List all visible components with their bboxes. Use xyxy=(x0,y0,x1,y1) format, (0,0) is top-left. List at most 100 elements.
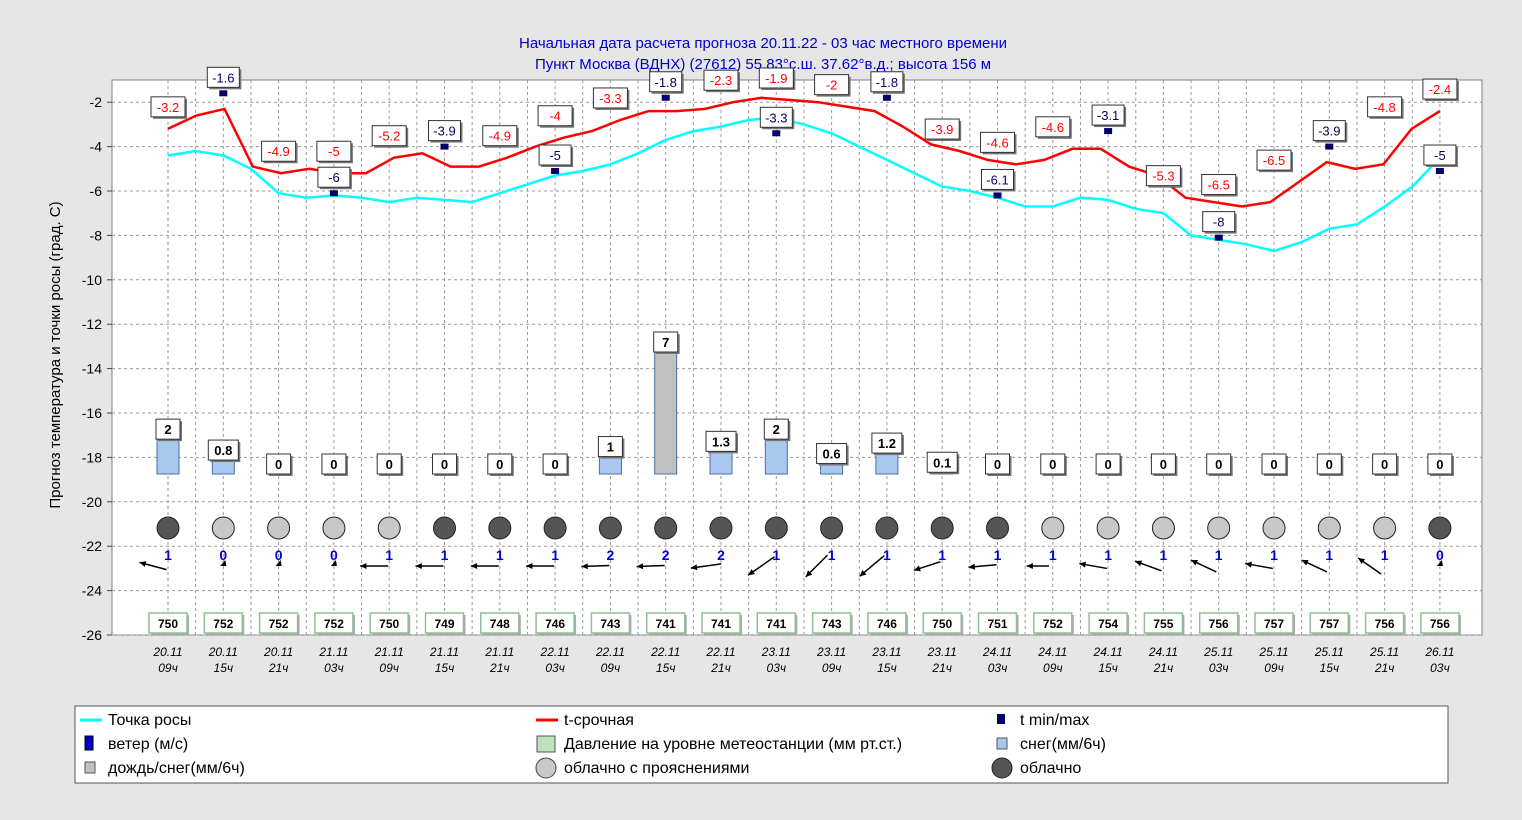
pressure-box xyxy=(1033,612,1073,634)
x-tick-label-hour: 09ч xyxy=(601,661,621,675)
precip-label: 0 xyxy=(1160,457,1167,472)
x-tick-label-date: 25.11 xyxy=(1258,645,1288,659)
t-label-box xyxy=(537,105,573,127)
legend-tminmax-marker xyxy=(997,714,1005,724)
wind-speed-label: 2 xyxy=(607,547,615,563)
t-minmax-label-box xyxy=(206,66,240,88)
chart-header: Начальная дата расчета прогноза 20.11.22… xyxy=(519,35,1007,73)
t-minmax-marker xyxy=(1435,168,1444,175)
precip-label: 0 xyxy=(994,457,1001,472)
x-tick-label-date: 23.11 xyxy=(927,645,957,659)
y-tick-label: -14 xyxy=(82,361,102,377)
precip-label-box xyxy=(376,453,402,475)
pressure-box xyxy=(756,612,797,634)
t-label-box xyxy=(924,118,960,140)
wind-arrow-head xyxy=(968,563,976,570)
precip-label-box xyxy=(1372,453,1398,475)
precip-label-box xyxy=(871,432,903,454)
precip-label-box xyxy=(926,451,958,473)
pressure-box xyxy=(1364,612,1405,634)
t-label-box xyxy=(592,87,628,109)
overcast-icon xyxy=(654,516,678,540)
precip-label: 0 xyxy=(1270,457,1277,472)
pressure-box xyxy=(590,612,631,634)
wind-arrow-head xyxy=(470,562,478,570)
wind-speed-label: 1 xyxy=(1104,547,1112,563)
t-label: -4.9 xyxy=(267,144,289,159)
precip-label-box xyxy=(487,453,513,475)
precip-label: 0 xyxy=(441,457,448,472)
precip-label: 0 xyxy=(330,457,337,472)
x-tick-label-hour: 03ч xyxy=(324,661,344,675)
overcast-icon xyxy=(156,516,180,540)
pressure-label: 748 xyxy=(490,617,510,631)
y-axis: -2 -4 -6 -8 -10 -12 -14 -16 -18 -20 -22 -24 -26 xyxy=(82,94,112,643)
x-tick-label-hour: 21ч xyxy=(710,661,731,675)
precip-label-box xyxy=(1316,453,1342,475)
t-label-box xyxy=(1256,149,1292,171)
precip-bar xyxy=(598,456,622,475)
overcast-icon xyxy=(820,516,844,540)
overcast-icon xyxy=(1428,516,1452,540)
wind-speed-label: 1 xyxy=(828,547,836,563)
precip-label-box xyxy=(1206,453,1232,475)
chart-title-line-2: Пункт Москва (ВДНХ) (27612) 55.83°с.ш. 3… xyxy=(535,56,991,73)
wind-arrow-head xyxy=(913,565,921,572)
x-tick-label-date: 23.11 xyxy=(816,645,846,659)
partly-cloudy-icon xyxy=(1151,516,1175,540)
t-minmax-marker xyxy=(551,168,560,175)
pressure-box xyxy=(148,612,188,634)
partly-cloudy-icon xyxy=(1262,516,1286,540)
wind-arrow-head xyxy=(1079,561,1087,568)
t-label: -5.2 xyxy=(378,129,400,144)
wind-speed-label: 0 xyxy=(330,547,338,563)
t-label: -4.8 xyxy=(1373,100,1395,115)
legend-box xyxy=(74,705,1449,784)
t-label-box xyxy=(980,131,1015,153)
x-tick-label-hour: 15ч xyxy=(1320,661,1340,675)
x-tick-label-date: 21.11 xyxy=(429,645,459,659)
precip-label: 1.3 xyxy=(712,434,730,449)
wind-arrow-head xyxy=(415,562,422,570)
precip-label: 1 xyxy=(607,440,614,455)
t-minmax-marker xyxy=(1325,143,1334,150)
wind-arrow-head xyxy=(1358,557,1366,565)
legend-snow-marker xyxy=(996,737,1008,750)
t-minmax-label-box xyxy=(981,168,1014,190)
t-minmax-label: -3.3 xyxy=(765,110,787,125)
wind-speed-label: 1 xyxy=(164,547,172,563)
temperature-lines xyxy=(167,96,1441,253)
overcast-icon xyxy=(433,516,456,540)
t-minmax-label-box xyxy=(759,106,793,128)
temperature-labels: -3.2 -4.9 -5 -5.2 -4.9 -4 -3.3 -2.3 -1.9 -2 -3.9 -4… xyxy=(150,67,1459,197)
pressure-box xyxy=(977,612,1018,634)
precip-label: 1.2 xyxy=(878,436,896,451)
pressure-label: 743 xyxy=(822,617,842,631)
precip-label: 0.6 xyxy=(823,447,841,462)
x-tick-label-date: 20.11 xyxy=(263,645,293,659)
t-label: -3.3 xyxy=(599,91,621,106)
x-tick-label-date: 21.11 xyxy=(484,645,514,659)
x-tick-label-date: 20.11 xyxy=(152,645,182,659)
wind-arrow-calm xyxy=(1436,560,1443,566)
wind-speed-label: 1 xyxy=(772,547,780,563)
pressure-label: 741 xyxy=(711,617,731,631)
legend-pressure-label: Давление на уровне метеостанции (мм рт.с… xyxy=(564,736,902,753)
overcast-icon xyxy=(986,516,1009,540)
wind-speed-label: 1 xyxy=(883,547,891,563)
x-axis: 20.11 09ч 20.11 15ч 20.11 21ч 21.11 03ч 21.11 09ч… xyxy=(152,645,1454,675)
precip-label-box xyxy=(155,418,181,440)
t-minmax-marker xyxy=(1214,234,1223,241)
precip-label: 0 xyxy=(1436,457,1443,472)
precipitation-bars: 2 0.8 0 0 0 0 0 0 1 7 1.3 2 0.6 1.2 0.1 0 0 0 0 0 0 0 0 0 xyxy=(155,331,1454,476)
y-tick-label: -6 xyxy=(90,183,103,199)
pressure-label: 752 xyxy=(324,617,344,631)
precip-label-box xyxy=(432,453,457,475)
pressure-label: 756 xyxy=(1430,617,1450,631)
t-label-box xyxy=(482,125,518,147)
x-tick-label-hour: 03ч xyxy=(767,661,787,675)
precip-label: 7 xyxy=(662,335,669,350)
y-tick-label: -18 xyxy=(82,449,102,465)
t-minmax-label: -1.8 xyxy=(654,75,676,90)
x-tick-label-date: 22.11 xyxy=(705,645,735,659)
